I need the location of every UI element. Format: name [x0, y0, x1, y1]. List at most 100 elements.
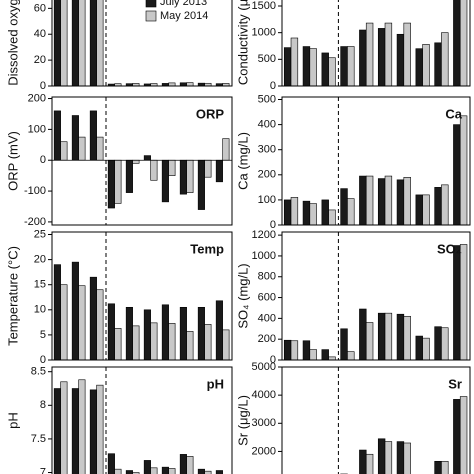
bar [453, 0, 461, 86]
panel [52, 97, 232, 225]
y-tick-label: 400 [258, 119, 276, 131]
bar [290, 340, 299, 360]
y-tick-label: 60 [34, 2, 46, 14]
y-tick-label: 25 [34, 228, 46, 240]
bar [168, 468, 176, 474]
panel [53, 367, 223, 474]
bar [459, 115, 468, 225]
bar [340, 328, 348, 360]
frame [51, 0, 233, 87]
bar [114, 328, 122, 360]
bar [132, 325, 140, 360]
bar [403, 442, 411, 474]
bar [403, 22, 411, 86]
bar [396, 33, 405, 86]
y-tick-label: -100 [24, 185, 46, 197]
bar [365, 22, 374, 86]
frame [281, 96, 471, 226]
bar [71, 261, 79, 360]
y-tick-label: 7.5 [31, 433, 46, 445]
y-tick-label: 4000 [252, 389, 276, 401]
bar [107, 453, 115, 474]
bar [132, 472, 140, 474]
bar [453, 245, 461, 360]
y-axis-label: pH [5, 412, 20, 429]
bar [365, 175, 374, 225]
bar [384, 175, 393, 225]
bar [186, 82, 194, 86]
bar [365, 322, 374, 360]
bar [114, 468, 122, 474]
bar [89, 389, 97, 474]
bar [415, 335, 423, 360]
bar [197, 306, 205, 360]
bar [422, 194, 430, 225]
bar [143, 155, 151, 161]
bar [415, 194, 423, 225]
bar [107, 159, 115, 209]
bar [377, 28, 386, 86]
bar [215, 470, 223, 474]
frame [281, 0, 471, 87]
bar [321, 349, 329, 360]
y-tick-label: 800 [258, 271, 276, 283]
bar [107, 303, 115, 360]
y-tick-label: 600 [258, 291, 276, 303]
legend-label: May 2014 [160, 10, 208, 22]
bar [197, 468, 205, 474]
bar [321, 52, 329, 86]
bar [309, 203, 317, 225]
bar [434, 460, 442, 474]
y-tick-label: 0 [40, 80, 46, 92]
bar [377, 178, 386, 225]
panel [53, 0, 230, 86]
bar [283, 47, 292, 86]
bar [453, 124, 461, 225]
bar [114, 159, 122, 204]
y-tick-label: 500 [258, 53, 276, 65]
bar [365, 453, 374, 474]
y-tick-label: 0 [270, 219, 276, 231]
panel [283, 0, 468, 86]
bar [302, 46, 311, 86]
legend-swatch [145, 10, 157, 22]
bar [60, 0, 68, 86]
y-tick-label: 1500 [252, 0, 276, 12]
y-tick-label: 200 [28, 92, 46, 104]
bar [434, 42, 442, 86]
bar [186, 159, 194, 193]
bar [96, 0, 104, 86]
bar [309, 48, 317, 86]
bar [53, 388, 61, 474]
y-tick-label: 200 [258, 333, 276, 345]
bar [78, 136, 86, 161]
bar [222, 138, 230, 161]
bar [434, 187, 442, 225]
y-tick-label: 5000 [252, 361, 276, 373]
bar [161, 159, 169, 203]
bar [283, 339, 292, 360]
bar [328, 57, 336, 86]
bar [89, 0, 97, 86]
bar [328, 356, 336, 360]
bar [168, 323, 176, 360]
bar [302, 340, 311, 360]
y-tick-label: 5 [40, 329, 46, 341]
y-tick-label: 20 [34, 254, 46, 266]
bar [125, 306, 133, 360]
panel-title: pH [207, 376, 224, 391]
bar [197, 159, 205, 210]
frame [51, 366, 233, 474]
bar [384, 441, 393, 474]
bar [204, 470, 212, 474]
bar [290, 197, 299, 225]
y-tick-label: 100 [28, 123, 46, 135]
bar [441, 184, 449, 225]
y-tick-label: 10 [34, 304, 46, 316]
bar [441, 32, 449, 86]
y-tick-label: 100 [258, 194, 276, 206]
bar [168, 82, 176, 86]
bar [215, 300, 223, 360]
bar [396, 179, 405, 225]
bar [347, 351, 355, 360]
